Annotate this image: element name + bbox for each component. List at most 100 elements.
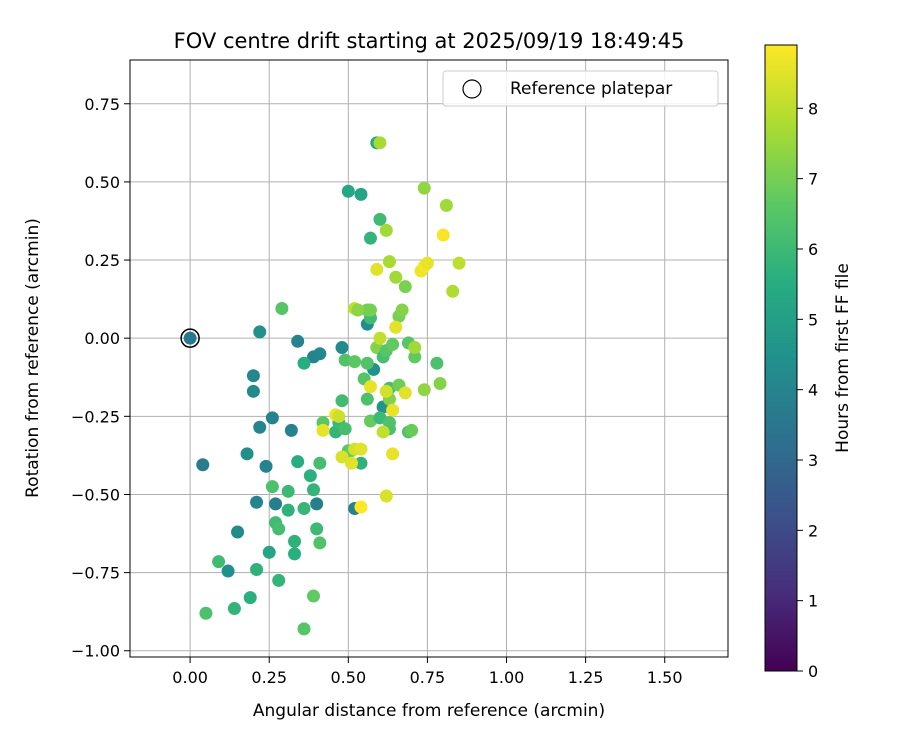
colorbar-tick-label: 0	[808, 662, 818, 681]
colorbar-tick-label: 6	[808, 240, 818, 259]
data-point	[307, 483, 321, 497]
data-point	[360, 392, 374, 406]
x-tick-label: 0.75	[410, 668, 446, 687]
data-point	[376, 425, 390, 439]
data-point	[341, 184, 355, 198]
data-point	[183, 331, 197, 345]
legend-reference-marker	[462, 79, 482, 99]
data-point	[408, 341, 422, 355]
colorbar-tick-label: 1	[808, 592, 818, 611]
data-point	[386, 447, 400, 461]
data-point	[335, 394, 349, 408]
data-point	[297, 356, 311, 370]
colorbar-tick-label: 3	[808, 451, 818, 470]
data-point	[291, 455, 305, 469]
data-point	[199, 606, 213, 620]
data-point	[335, 450, 349, 464]
data-point	[291, 334, 305, 348]
data-point	[382, 255, 396, 269]
y-tick-label: −0.25	[71, 407, 120, 426]
data-point	[373, 212, 387, 226]
colorbar-label: Hours from first FF file	[833, 263, 853, 453]
reference-point	[180, 328, 200, 348]
data-point	[420, 256, 434, 270]
x-axis-label: Angular distance from reference (arcmin)	[253, 701, 605, 721]
colorbar-tick-label: 2	[808, 521, 818, 540]
data-point	[269, 497, 283, 511]
y-tick-label: 0.00	[84, 329, 120, 348]
data-point	[363, 380, 377, 394]
data-point	[363, 231, 377, 245]
data-point	[231, 525, 245, 539]
data-point	[398, 386, 412, 400]
data-point	[246, 369, 260, 383]
x-tick-label: 1.50	[647, 668, 683, 687]
data-point	[196, 458, 210, 472]
data-point	[446, 284, 460, 298]
legend-label: Reference platepar	[510, 79, 672, 99]
data-point	[398, 280, 412, 294]
data-point	[351, 303, 365, 317]
colorbar-tick-label: 5	[808, 310, 818, 329]
data-point	[297, 502, 311, 516]
data-point	[313, 536, 327, 550]
data-point	[307, 589, 321, 603]
scatter-points	[183, 136, 466, 636]
data-point	[360, 356, 374, 370]
data-point	[363, 303, 377, 317]
data-point	[395, 303, 409, 317]
data-point	[452, 256, 466, 270]
data-point	[354, 500, 368, 514]
data-point	[379, 384, 393, 398]
data-point	[313, 347, 327, 361]
data-point	[265, 411, 279, 425]
legend: Reference platepar	[442, 70, 719, 107]
y-tick-label: 0.25	[84, 251, 120, 270]
data-point	[354, 456, 368, 470]
data-point	[288, 534, 302, 548]
data-point	[379, 489, 393, 503]
data-point	[417, 181, 431, 195]
data-point	[408, 350, 422, 364]
data-point	[389, 270, 403, 284]
data-point	[386, 337, 400, 351]
data-point	[310, 522, 324, 536]
data-point	[262, 545, 276, 559]
data-point	[272, 522, 286, 536]
y-axis-ticks: 0.75 0.50 0.25 0.00 −0.25 −0.50 −0.75 −1.00	[71, 95, 130, 661]
data-point	[310, 497, 324, 511]
data-point	[281, 503, 295, 517]
data-point	[373, 331, 387, 345]
data-point	[227, 602, 241, 616]
data-point	[436, 228, 450, 242]
x-axis-ticks: 0.00 0.25 0.50 0.75 1.00 1.25 1.50	[172, 657, 683, 687]
data-point	[344, 456, 358, 470]
colorbar-ticks: 0 1 2 3 4 5 6 7 8	[797, 99, 818, 681]
colorbar-tick-label: 7	[808, 170, 818, 189]
chart-title: FOV centre drift starting at 2025/09/19 …	[174, 29, 685, 53]
x-tick-label: 0.00	[172, 668, 208, 687]
data-point	[405, 423, 419, 437]
data-point	[332, 409, 346, 423]
reference-marker	[180, 328, 200, 348]
y-tick-label: 0.50	[84, 173, 120, 192]
data-point	[335, 341, 349, 355]
x-tick-label: 0.50	[331, 668, 367, 687]
data-point	[373, 136, 387, 150]
data-point	[240, 447, 254, 461]
data-point	[348, 355, 362, 369]
data-point	[272, 573, 286, 587]
y-axis-label: Rotation from reference (arcmin)	[23, 218, 43, 498]
data-point	[259, 459, 273, 473]
colorbar-tick-label: 4	[808, 381, 818, 400]
data-point	[303, 469, 317, 483]
y-tick-label: −0.75	[71, 564, 120, 583]
x-tick-label: 1.00	[489, 668, 525, 687]
data-point	[253, 325, 267, 339]
data-point	[284, 423, 298, 437]
data-point	[430, 356, 444, 370]
data-point	[338, 422, 352, 436]
data-point	[250, 495, 264, 509]
data-point	[288, 547, 302, 561]
